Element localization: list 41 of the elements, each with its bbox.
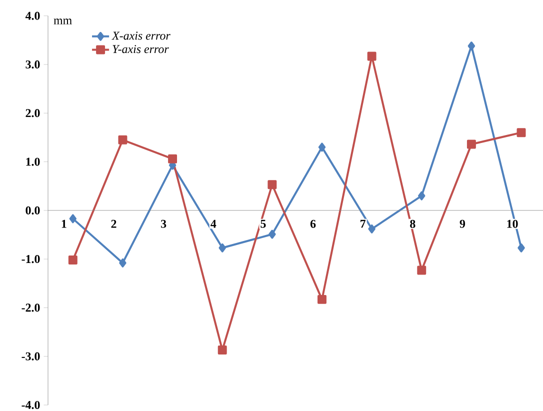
point <box>466 140 476 149</box>
point <box>318 142 326 152</box>
point <box>268 180 277 190</box>
y-tick-label: 1.0 <box>26 158 40 166</box>
y-tick-label: -1.0 <box>22 255 40 264</box>
point <box>516 128 526 138</box>
point <box>119 258 126 268</box>
y-tick-label: -4.0 <box>22 400 40 410</box>
x-tick-label: 4 <box>210 220 216 228</box>
point <box>368 224 376 234</box>
x-tick-label: 1 <box>62 220 66 228</box>
x-tick-label: 7 <box>360 220 366 228</box>
point <box>69 214 77 224</box>
y-tick-label: 0.0 <box>26 206 40 214</box>
y-axis-title: mm <box>54 18 72 24</box>
x-tick-label: 2 <box>111 220 116 228</box>
point <box>468 42 476 50</box>
point <box>268 230 276 239</box>
legend-label: X-axis error <box>112 32 170 40</box>
point <box>68 256 78 265</box>
y-tick-label: 2.0 <box>26 109 40 118</box>
point <box>218 346 227 355</box>
x-tick-label: 8 <box>410 220 416 228</box>
x-tick-label: 3 <box>161 220 166 228</box>
x-tick-label: 5 <box>260 220 266 228</box>
legend-label: Y-axis error <box>112 45 169 54</box>
point <box>418 191 426 200</box>
point <box>168 154 178 164</box>
y-tick-label: 4.0 <box>25 12 40 20</box>
point <box>218 243 226 252</box>
point <box>518 243 525 252</box>
y-tick-label: 3.0 <box>26 60 40 69</box>
y-tick-label: -2.0 <box>22 304 40 312</box>
point <box>118 135 128 144</box>
point <box>367 52 376 61</box>
point <box>417 266 426 275</box>
x-tick-label: 10 <box>507 220 518 228</box>
x-tick-label: 6 <box>310 220 316 228</box>
x-tick-label: 9 <box>460 220 466 228</box>
point <box>318 294 326 304</box>
y-tick-label: -3.0 <box>22 352 40 360</box>
